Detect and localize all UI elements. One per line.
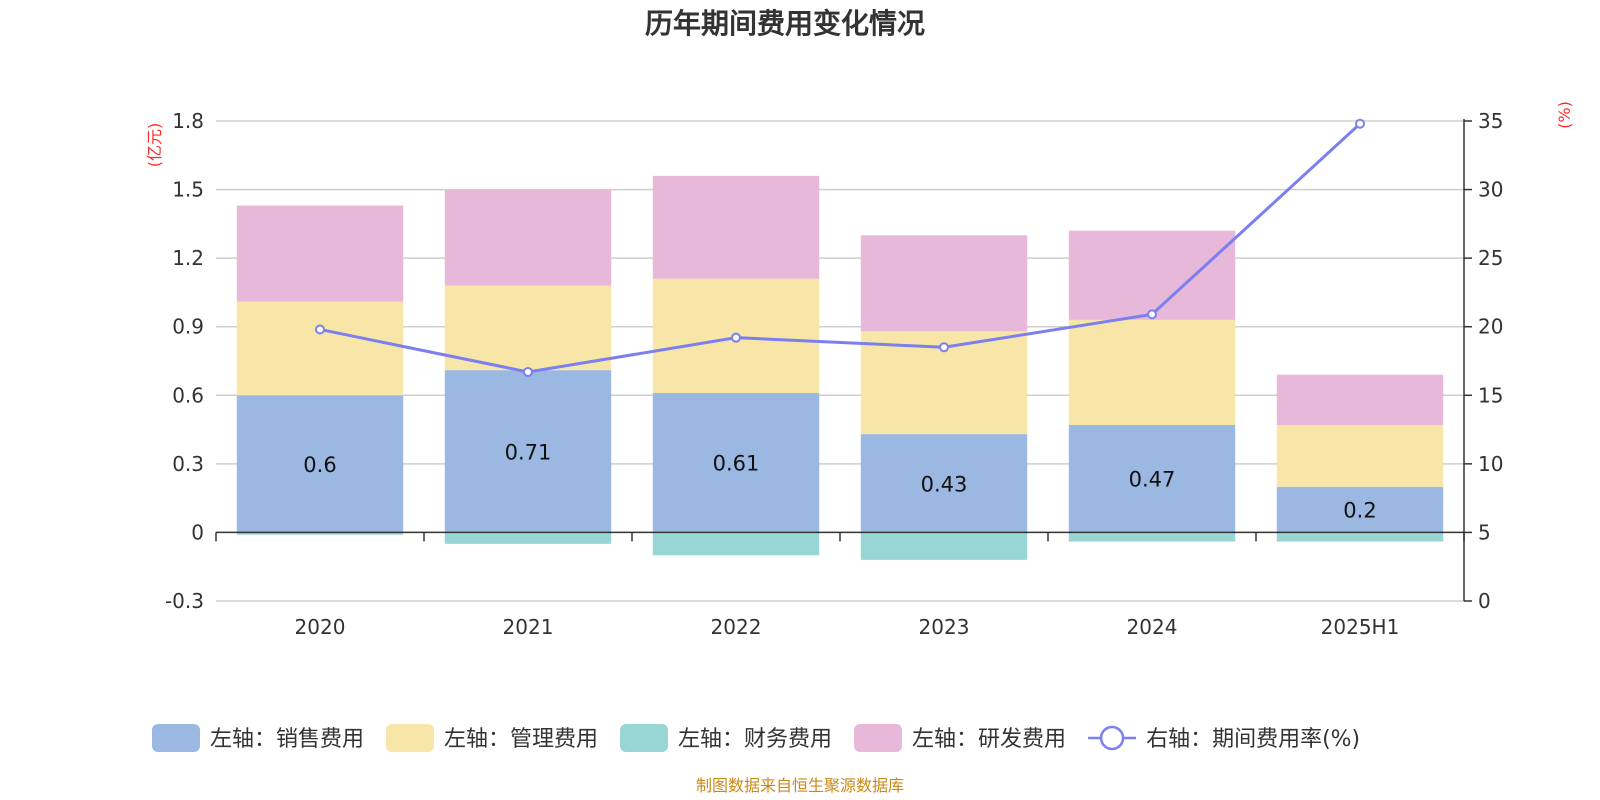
bar — [1068, 230, 1236, 320]
right-axis-unit: (%) — [1555, 101, 1574, 129]
bar — [236, 532, 404, 535]
left-axis-tick-label: 0.3 — [172, 452, 204, 476]
right-axis-tick-label: 5 — [1478, 520, 1491, 544]
legend-label: 左轴：销售费用 — [210, 727, 364, 752]
legend-label: 左轴：管理费用 — [444, 727, 598, 752]
x-axis-tick-label: 2020 — [295, 615, 346, 639]
legend-swatch — [854, 724, 903, 752]
bar — [1276, 532, 1444, 542]
bar — [652, 175, 820, 279]
x-axis-tick-label: 2022 — [711, 615, 762, 639]
bar — [652, 393, 820, 533]
left-axis-tick-label: 0 — [191, 520, 204, 544]
right-axis-tick-label: 25 — [1478, 246, 1503, 270]
bar — [444, 532, 612, 544]
left-axis-tick-label: 1.2 — [172, 246, 204, 270]
bar — [1068, 319, 1236, 425]
bar — [652, 532, 820, 556]
legend-label: 左轴：研发费用 — [912, 727, 1066, 752]
left-axis-tick-label: 0.6 — [172, 383, 204, 407]
right-axis-tick-label: 15 — [1478, 383, 1503, 407]
bar — [236, 395, 404, 533]
right-axis-tick-label: 0 — [1478, 589, 1491, 613]
bar — [444, 189, 612, 286]
left-axis-tick-label: 0.9 — [172, 315, 204, 339]
x-axis-tick-label: 2024 — [1127, 615, 1178, 639]
legend-swatch — [386, 724, 435, 752]
legend-swatch — [152, 724, 200, 752]
right-axis-tick-label: 20 — [1478, 315, 1503, 339]
bar-data-label: 0.43 — [921, 472, 968, 496]
rate-point — [1355, 118, 1365, 129]
bar — [236, 205, 404, 302]
left-axis-unit: (亿元) — [145, 123, 164, 168]
bar — [860, 532, 1028, 560]
legend-label: 左轴：财务费用 — [678, 727, 832, 752]
line-series — [315, 118, 1365, 377]
axes: 1.8 1.5 1.2 0.9 0.6 0.3 0 -0.3 35 30 25 20 15 10 5 0 202… — [165, 109, 1503, 639]
legend: 左轴：销售费用 左轴：管理费用 左轴：财务费用 左轴：研发费用 右轴：期间费用率(%) — [152, 724, 1360, 752]
left-axis-tick-label: -0.3 — [165, 589, 204, 613]
left-axis-tick-label: 1.5 — [172, 178, 204, 202]
right-axis-tick-label: 10 — [1478, 452, 1503, 476]
left-axis-tick-label: 1.8 — [172, 109, 204, 133]
chart-title: 历年期间费用变化情况 — [645, 7, 925, 40]
right-axis-tick-label: 35 — [1478, 109, 1503, 133]
bar — [1068, 532, 1236, 542]
rate-point — [315, 324, 325, 335]
bar — [236, 301, 404, 396]
bar — [1068, 425, 1236, 533]
bar-data-label: 0.61 — [713, 452, 760, 476]
bar-data-label: 0.6 — [303, 453, 336, 477]
legend-label: 右轴：期间费用率(%) — [1146, 727, 1360, 752]
bar — [1276, 374, 1444, 425]
source-note: 制图数据来自恒生聚源数据库 — [696, 776, 904, 795]
x-axis-tick-label: 2025H1 — [1321, 615, 1400, 639]
legend-marker — [1099, 725, 1125, 751]
bar — [1276, 425, 1444, 487]
bar-series — [236, 175, 1444, 560]
x-axis-tick-label: 2021 — [503, 615, 554, 639]
x-axis-tick-label: 2023 — [919, 615, 970, 639]
bar — [860, 235, 1028, 332]
bar-data-label: 0.2 — [1343, 499, 1376, 523]
rate-point — [939, 342, 949, 353]
rate-point — [523, 366, 533, 377]
bar — [444, 285, 612, 371]
bar-data-label: 0.71 — [505, 440, 552, 464]
rate-point — [731, 332, 741, 343]
legend-swatch — [620, 724, 669, 752]
grid-lines — [216, 120, 1464, 602]
bar-data-label: 0.47 — [1129, 468, 1176, 492]
right-axis-tick-label: 30 — [1478, 178, 1503, 202]
bar — [444, 370, 612, 533]
rate-line — [319, 122, 1362, 374]
bar-labels: 0.6 0.71 0.61 0.43 0.47 0.2 — [303, 440, 1376, 522]
rate-point — [1147, 309, 1157, 320]
bar — [1276, 486, 1444, 533]
bar — [860, 434, 1028, 533]
